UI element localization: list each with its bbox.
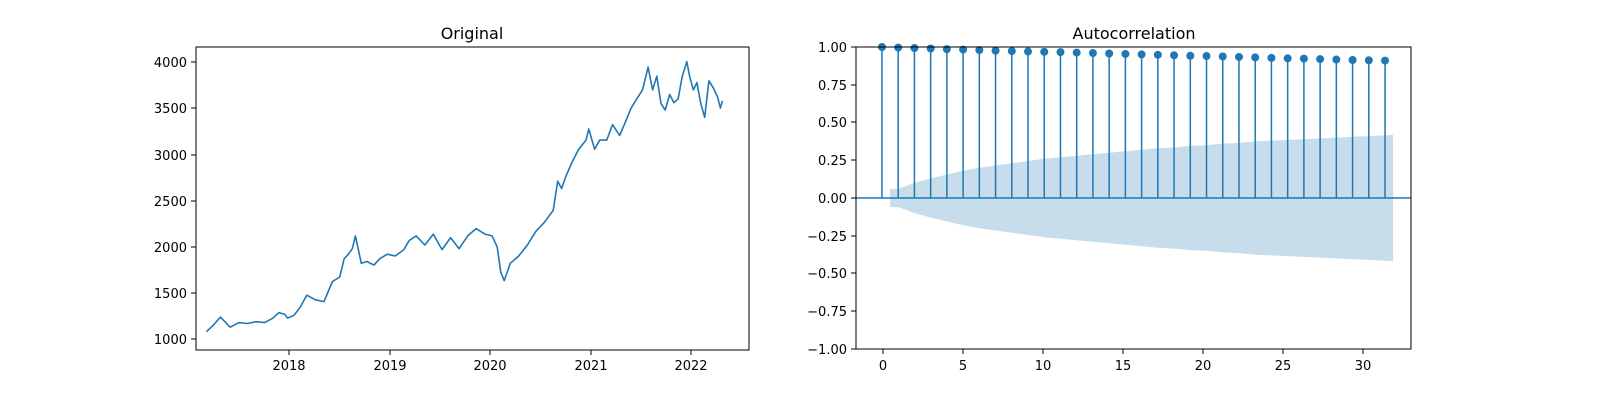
x-tick-label: 2018 [272,359,305,374]
x-tick-label: 2020 [473,359,506,374]
acf-point [1299,54,1308,63]
acf-point [1283,54,1292,63]
chart-title: Original [441,24,504,43]
acf-stems [877,43,1390,198]
acf-point [1007,47,1016,56]
acf-point [1121,49,1130,58]
x-tick-label: 15 [1115,359,1132,374]
acf-point [1202,52,1211,61]
y-tick-label: 0.75 [818,79,847,94]
acf-point [991,46,1000,55]
acf-point [1316,55,1325,64]
acf-point [1024,47,1033,56]
y-tick-label: −0.50 [807,267,847,282]
acf-point [1348,55,1357,64]
autocorrelation-chart: Autocorrelation 0 5 10 15 20 25 30 [807,24,1412,374]
acf-point [1056,48,1065,57]
price-series-line [205,60,724,333]
y-tick-label: −0.25 [807,230,847,245]
acf-point [959,45,968,54]
acf-point [894,43,903,52]
acf-point [1332,55,1341,64]
x-axis: 2018 2019 2020 2021 2022 [272,350,708,374]
x-tick-label: 2022 [674,359,707,374]
y-tick-label: 1.00 [818,41,847,56]
acf-point [1153,50,1162,59]
acf-point [910,44,919,53]
x-tick-label: 20 [1195,359,1212,374]
y-tick-label: 1500 [154,287,187,302]
y-tick-label: −1.00 [807,343,847,358]
plot-frame [195,46,750,351]
acf-point [1234,52,1243,61]
acf-point [1105,49,1114,58]
y-tick-label: 2000 [154,241,187,256]
x-tick-label: 10 [1035,359,1052,374]
y-axis: 1000 1500 2000 2500 3000 3500 4000 [154,56,196,348]
acf-point [975,46,984,55]
x-tick-label: 2019 [373,359,406,374]
y-axis: 1.00 0.75 0.50 0.25 0.00 −0.25 −0.50 −0.… [807,41,856,358]
acf-point [1186,51,1195,60]
acf-point [942,45,951,54]
y-tick-label: 0.00 [818,192,847,207]
x-tick-label: 5 [959,359,967,374]
acf-point [1170,51,1179,60]
y-tick-label: 3500 [154,102,187,117]
chart-title: Autocorrelation [1073,24,1196,43]
acf-point [1218,52,1227,61]
y-tick-label: 4000 [154,56,187,71]
y-tick-label: 1000 [154,333,187,348]
acf-point [926,44,935,53]
acf-point [1381,56,1390,65]
acf-point [1040,47,1049,56]
acf-point [1088,49,1097,58]
x-tick-label: 2021 [574,359,607,374]
y-tick-label: 0.25 [818,154,847,169]
acf-point [1267,53,1276,62]
acf-point [1072,48,1081,57]
y-tick-label: 2500 [154,195,187,210]
y-tick-label: 0.50 [818,116,847,131]
acf-point [1251,53,1260,62]
x-tick-label: 25 [1275,359,1292,374]
y-tick-label: 3000 [154,149,187,164]
x-tick-label: 0 [879,359,887,374]
acf-point [1137,50,1146,59]
x-tick-label: 30 [1355,359,1372,374]
acf-point [1364,56,1373,65]
x-axis: 0 5 10 15 20 25 30 [879,349,1371,374]
original-chart: Original 2018 2019 2020 2021 2022 1000 1… [154,24,750,374]
y-tick-label: −0.75 [807,305,847,320]
